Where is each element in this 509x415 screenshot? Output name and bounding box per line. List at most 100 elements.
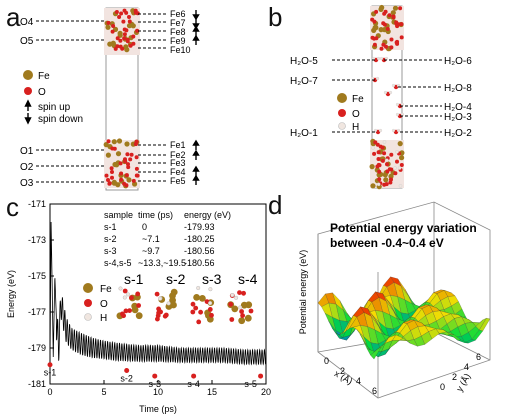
water-h-atom	[384, 56, 389, 61]
label-fe4: Fe4	[170, 167, 186, 177]
o-atom	[372, 42, 377, 47]
o-atom	[239, 309, 245, 314]
x-tick-label: 5	[101, 387, 106, 397]
label-h2o-3: H₂O-3	[444, 112, 472, 123]
sample-point	[152, 373, 158, 379]
legend-o: O	[38, 87, 46, 98]
o-atom	[115, 36, 120, 41]
o-atom	[395, 24, 400, 29]
h-atom	[385, 158, 389, 163]
water-h-atom	[379, 56, 384, 61]
o-atom	[126, 162, 130, 167]
o-atom	[119, 171, 124, 176]
sample-point	[47, 362, 53, 368]
label-o3: O3	[20, 178, 34, 189]
fe-atom	[126, 23, 133, 29]
label-o4: O4	[20, 17, 34, 28]
water-h-atom	[371, 56, 376, 61]
fe-atom	[397, 141, 403, 147]
o-atom	[106, 178, 110, 182]
snapshot-label-s2: s-2	[166, 271, 186, 287]
fe-atom	[111, 43, 117, 49]
table-cell: ~13.3,~19.5	[138, 258, 186, 268]
fe-atom	[372, 25, 378, 31]
water-h-atom	[395, 102, 400, 107]
fe-atom	[116, 138, 123, 144]
table-cell: ~9.7	[142, 246, 160, 256]
o-atom	[374, 9, 379, 14]
o-atom	[120, 311, 125, 317]
o-atom	[156, 306, 162, 312]
water-h-atom	[391, 83, 396, 88]
energy-series-line	[49, 221, 267, 366]
y-tick-label: -175	[28, 271, 46, 281]
o-atom	[104, 173, 109, 178]
annotation-line2: between -0.4~0.4 eV	[330, 236, 444, 250]
h-atom	[208, 301, 213, 306]
x-tick-label-3d: 2	[340, 366, 345, 376]
fe-atom	[123, 44, 129, 50]
o-atom	[118, 161, 123, 166]
o-atom	[127, 15, 131, 19]
fe-atom	[111, 139, 117, 145]
o-atom	[124, 173, 129, 178]
o-atom	[134, 139, 139, 144]
table-cell: ~7.1	[142, 234, 160, 244]
o-atom	[117, 15, 122, 19]
o-atom	[110, 170, 114, 174]
o-atom	[129, 295, 134, 301]
o-atom	[122, 181, 127, 186]
h-atom	[397, 166, 402, 170]
o-atom	[125, 37, 130, 42]
fe-atom	[370, 183, 376, 189]
o-atom	[382, 151, 387, 156]
spin-up-icon	[24, 99, 32, 111]
h-atom	[118, 286, 123, 291]
o-atom	[379, 46, 384, 51]
o-atom	[190, 301, 196, 307]
fe-atom	[378, 6, 384, 12]
o-atom	[133, 10, 138, 15]
o-atom	[376, 150, 381, 155]
legend-o-b: O	[352, 109, 360, 120]
spin-arrows-top	[192, 10, 200, 45]
o-atom	[118, 44, 123, 49]
water-h-atom	[396, 128, 401, 133]
o-atom	[118, 38, 123, 43]
water-h-atom	[388, 90, 393, 95]
o-atom	[110, 175, 114, 180]
label-h2o-6: H₂O-6	[444, 56, 472, 67]
o-atom	[394, 20, 399, 25]
label-fe5: Fe5	[170, 176, 186, 186]
water-h-atom	[396, 83, 401, 88]
o-atom	[196, 319, 202, 325]
table-cell: -179.93	[184, 222, 215, 232]
label-fe10: Fe10	[170, 45, 191, 55]
y-tick-label: -173	[28, 235, 46, 245]
h-atom	[166, 301, 171, 306]
panel-label-d: d	[268, 190, 283, 220]
o-atom	[241, 290, 247, 296]
o-atom	[389, 167, 394, 172]
o-atom	[134, 155, 139, 160]
o-atom	[370, 17, 375, 22]
o-atom	[106, 139, 111, 144]
o-atom	[163, 312, 169, 318]
water-h-atom	[376, 56, 381, 61]
x-tick-label-3d: 0	[324, 356, 329, 366]
h-atom	[395, 149, 399, 154]
h-atom	[234, 295, 239, 300]
o-atom	[107, 181, 112, 186]
o-atom	[378, 144, 383, 149]
fe-atom	[240, 301, 248, 309]
o-atom	[135, 173, 140, 178]
x-tick-label-3d: 6	[372, 386, 377, 396]
h-atom	[371, 145, 375, 150]
o-atom	[135, 28, 140, 33]
legend-fe: Fe	[38, 71, 50, 82]
y-axis-label-3d: y (Å)	[454, 372, 472, 393]
table-cell: -180.56	[184, 258, 215, 268]
o-atom	[127, 308, 132, 313]
water-h-atom	[378, 128, 383, 133]
o-atom	[385, 26, 390, 31]
